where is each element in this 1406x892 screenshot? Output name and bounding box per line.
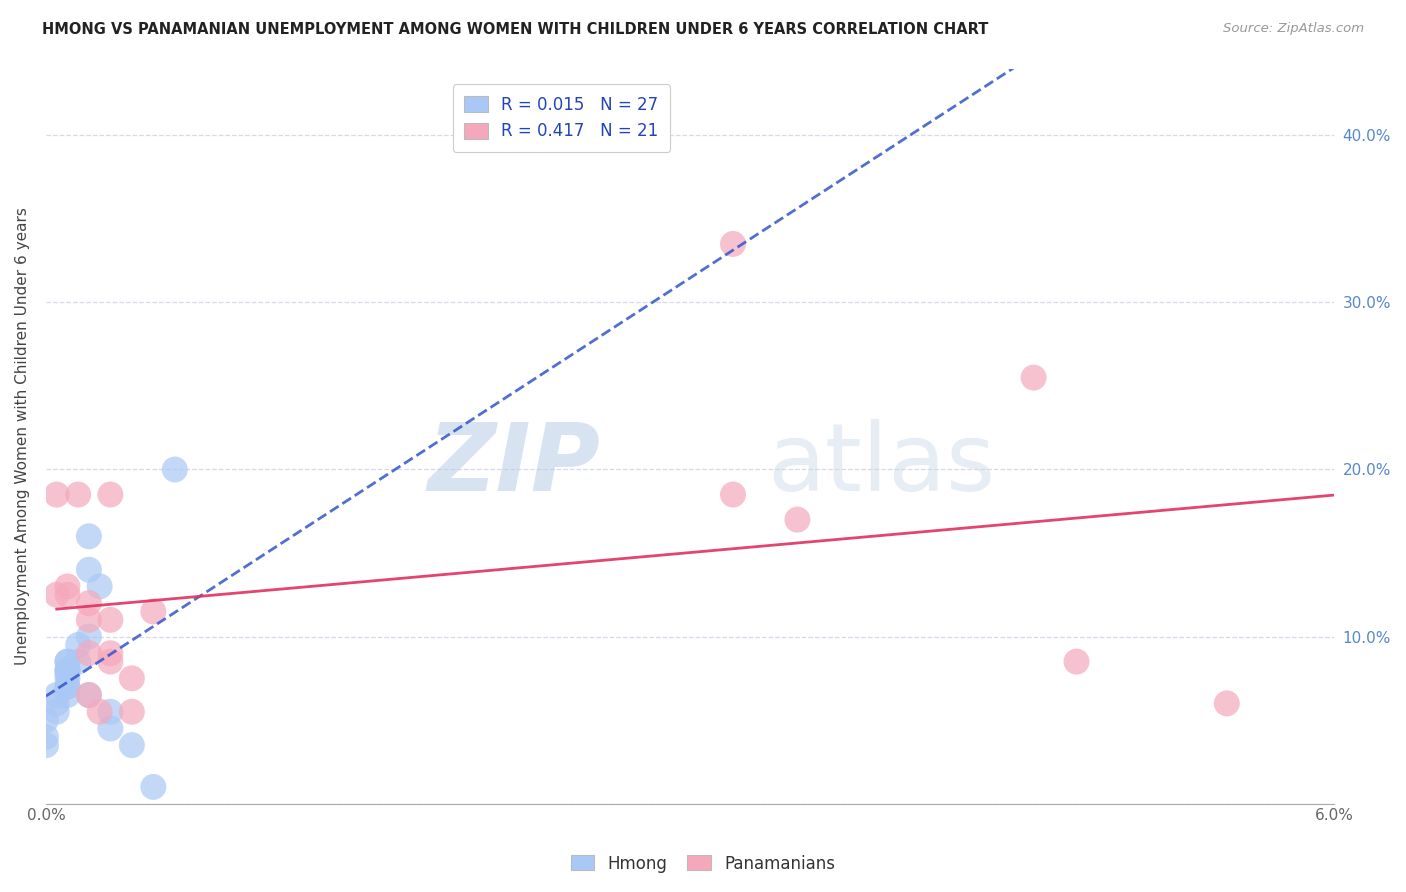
Point — [77, 613, 100, 627]
Point — [56, 663, 79, 677]
Point — [56, 588, 79, 602]
Point — [45, 688, 67, 702]
Point — [100, 646, 122, 660]
Point — [35, 713, 58, 727]
Legend: Hmong, Panamanians: Hmong, Panamanians — [564, 848, 842, 880]
Point — [77, 529, 100, 543]
Point — [100, 705, 122, 719]
Point — [35, 738, 58, 752]
Point — [77, 688, 100, 702]
Point — [89, 579, 111, 593]
Legend: R = 0.015   N = 27, R = 0.417   N = 21: R = 0.015 N = 27, R = 0.417 N = 21 — [453, 84, 669, 152]
Point — [45, 705, 67, 719]
Point — [56, 579, 79, 593]
Y-axis label: Unemployment Among Women with Children Under 6 years: Unemployment Among Women with Children U… — [15, 207, 30, 665]
Point — [721, 236, 744, 251]
Point — [45, 588, 67, 602]
Point — [67, 655, 90, 669]
Point — [121, 738, 143, 752]
Point — [56, 680, 79, 694]
Point — [121, 671, 143, 685]
Point — [100, 655, 122, 669]
Text: atlas: atlas — [768, 419, 995, 511]
Point — [786, 513, 808, 527]
Point — [721, 487, 744, 501]
Text: Source: ZipAtlas.com: Source: ZipAtlas.com — [1223, 22, 1364, 36]
Point — [56, 663, 79, 677]
Point — [77, 688, 100, 702]
Point — [77, 563, 100, 577]
Point — [56, 655, 79, 669]
Point — [89, 705, 111, 719]
Point — [100, 722, 122, 736]
Text: ZIP: ZIP — [427, 419, 600, 511]
Point — [1216, 697, 1239, 711]
Point — [45, 487, 67, 501]
Point — [77, 630, 100, 644]
Point — [56, 680, 79, 694]
Point — [142, 780, 165, 794]
Point — [77, 646, 100, 660]
Point — [1066, 655, 1088, 669]
Point — [100, 613, 122, 627]
Point — [67, 638, 90, 652]
Point — [1022, 370, 1045, 384]
Text: HMONG VS PANAMANIAN UNEMPLOYMENT AMONG WOMEN WITH CHILDREN UNDER 6 YEARS CORRELA: HMONG VS PANAMANIAN UNEMPLOYMENT AMONG W… — [42, 22, 988, 37]
Point — [56, 688, 79, 702]
Point — [121, 705, 143, 719]
Point — [163, 462, 186, 476]
Point — [35, 730, 58, 744]
Point — [56, 655, 79, 669]
Point — [56, 671, 79, 685]
Point — [56, 666, 79, 681]
Point — [142, 605, 165, 619]
Point — [45, 697, 67, 711]
Point — [100, 487, 122, 501]
Point — [77, 596, 100, 610]
Point — [67, 487, 90, 501]
